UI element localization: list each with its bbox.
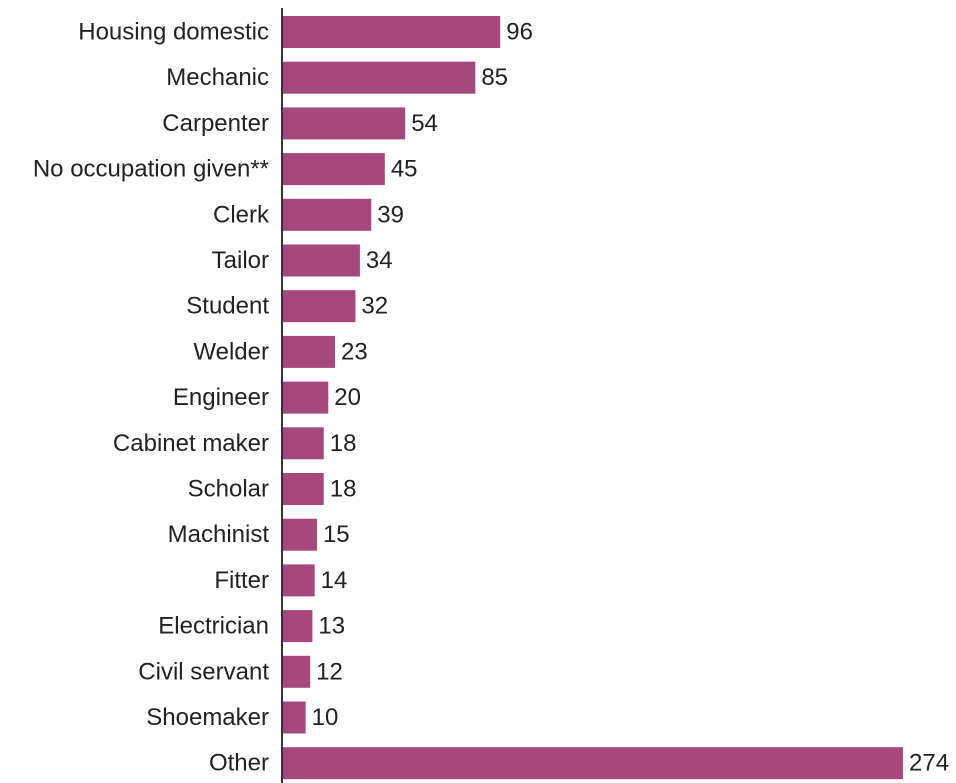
value-label-16: 274 bbox=[909, 750, 949, 777]
bar-8 bbox=[283, 381, 329, 414]
bar-14 bbox=[283, 655, 311, 688]
value-label-4: 39 bbox=[377, 201, 404, 228]
value-label-5: 34 bbox=[366, 247, 393, 274]
value-label-10: 18 bbox=[330, 476, 357, 503]
category-label-15: Shoemaker bbox=[146, 704, 269, 731]
value-label-12: 14 bbox=[321, 567, 348, 594]
category-label-11: Machinist bbox=[168, 521, 270, 548]
value-label-3: 45 bbox=[391, 156, 418, 183]
value-label-1: 85 bbox=[481, 64, 508, 91]
bar-16 bbox=[283, 747, 903, 780]
bar-11 bbox=[283, 518, 317, 551]
value-label-11: 15 bbox=[323, 521, 350, 548]
bar-12 bbox=[283, 564, 315, 597]
bar-5 bbox=[283, 244, 360, 277]
category-label-7: Welder bbox=[193, 338, 269, 365]
bar-0 bbox=[283, 16, 501, 48]
bar-13 bbox=[283, 610, 313, 643]
category-label-2: Carpenter bbox=[162, 110, 269, 137]
category-label-4: Clerk bbox=[213, 201, 270, 228]
category-label-14: Civil servant bbox=[138, 658, 269, 685]
bar-10 bbox=[283, 473, 324, 505]
value-label-7: 23 bbox=[341, 338, 368, 365]
bar-3 bbox=[283, 153, 385, 186]
bar-6 bbox=[283, 290, 356, 323]
category-label-3: No occupation given** bbox=[33, 156, 269, 183]
bars-group bbox=[283, 16, 903, 780]
value-label-15: 10 bbox=[312, 704, 339, 731]
value-label-6: 32 bbox=[361, 293, 388, 320]
bar-7 bbox=[283, 335, 336, 368]
category-label-0: Housing domestic bbox=[78, 19, 269, 46]
category-label-6: Student bbox=[186, 293, 269, 320]
category-label-10: Scholar bbox=[188, 476, 269, 503]
category-label-8: Engineer bbox=[173, 384, 269, 411]
category-label-12: Fitter bbox=[214, 567, 269, 594]
category-label-9: Cabinet maker bbox=[113, 430, 269, 457]
bar-4 bbox=[283, 198, 372, 231]
bar-9 bbox=[283, 427, 324, 460]
value-label-2: 54 bbox=[411, 110, 438, 137]
value-label-14: 12 bbox=[316, 658, 343, 685]
category-labels: Housing domestic Mechanic Carpenter No occu… bbox=[33, 19, 270, 777]
category-label-1: Mechanic bbox=[166, 64, 269, 91]
value-label-0: 96 bbox=[506, 19, 533, 46]
category-label-13: Electrician bbox=[158, 613, 269, 640]
value-labels: 96 85 54 45 39 34 32 23 20 18 18 15 14 13 12 10 274 bbox=[312, 19, 949, 777]
value-label-9: 18 bbox=[330, 430, 357, 457]
value-label-8: 20 bbox=[334, 384, 361, 411]
bar-1 bbox=[283, 61, 476, 94]
bar-2 bbox=[283, 107, 406, 140]
bar-15 bbox=[283, 701, 306, 734]
category-label-5: Tailor bbox=[212, 247, 269, 274]
value-label-13: 13 bbox=[318, 613, 345, 640]
category-label-16: Other bbox=[209, 750, 269, 777]
